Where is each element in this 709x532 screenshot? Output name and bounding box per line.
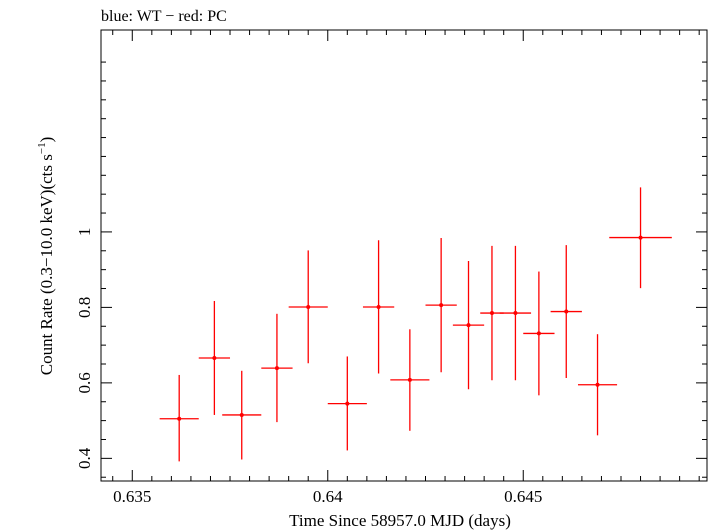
y-tick-label: 1 bbox=[75, 228, 94, 237]
data-point bbox=[376, 305, 381, 310]
y-tick-label: 0.8 bbox=[75, 297, 94, 318]
data-point bbox=[345, 401, 350, 406]
chart-title: blue: WT − red: PC bbox=[101, 8, 227, 25]
axis-ticks bbox=[101, 30, 707, 481]
data-point bbox=[536, 331, 541, 336]
data-point bbox=[407, 377, 412, 382]
x-tick-label: 0.64 bbox=[313, 487, 343, 506]
y-tick-label: 0.4 bbox=[75, 447, 94, 469]
y-tick-label: 0.6 bbox=[75, 372, 94, 393]
y-axis-label: Count Rate (0.3−10.0 keV)(cts s−1) bbox=[36, 137, 56, 376]
x-tick-label: 0.635 bbox=[113, 487, 151, 506]
data-point bbox=[564, 309, 569, 314]
data-point bbox=[177, 416, 182, 421]
x-tick-label: 0.645 bbox=[504, 487, 542, 506]
data-point bbox=[306, 305, 311, 310]
data-point bbox=[489, 311, 494, 316]
data-point bbox=[638, 235, 643, 240]
x-axis-label: Time Since 58957.0 MJD (days) bbox=[289, 511, 511, 530]
y-axis-label-close: ) bbox=[37, 137, 56, 143]
data-series-pc bbox=[159, 187, 672, 462]
data-point bbox=[466, 323, 471, 328]
data-point bbox=[595, 382, 600, 387]
data-point bbox=[439, 303, 444, 308]
data-point bbox=[239, 412, 244, 417]
plot-frame bbox=[100, 29, 708, 482]
y-axis-label-exponent: −1 bbox=[36, 142, 48, 154]
data-point bbox=[513, 311, 518, 316]
data-point bbox=[212, 355, 217, 360]
data-point bbox=[274, 366, 279, 371]
y-axis-label-main: Count Rate (0.3−10.0 keV)(cts s bbox=[37, 154, 56, 375]
